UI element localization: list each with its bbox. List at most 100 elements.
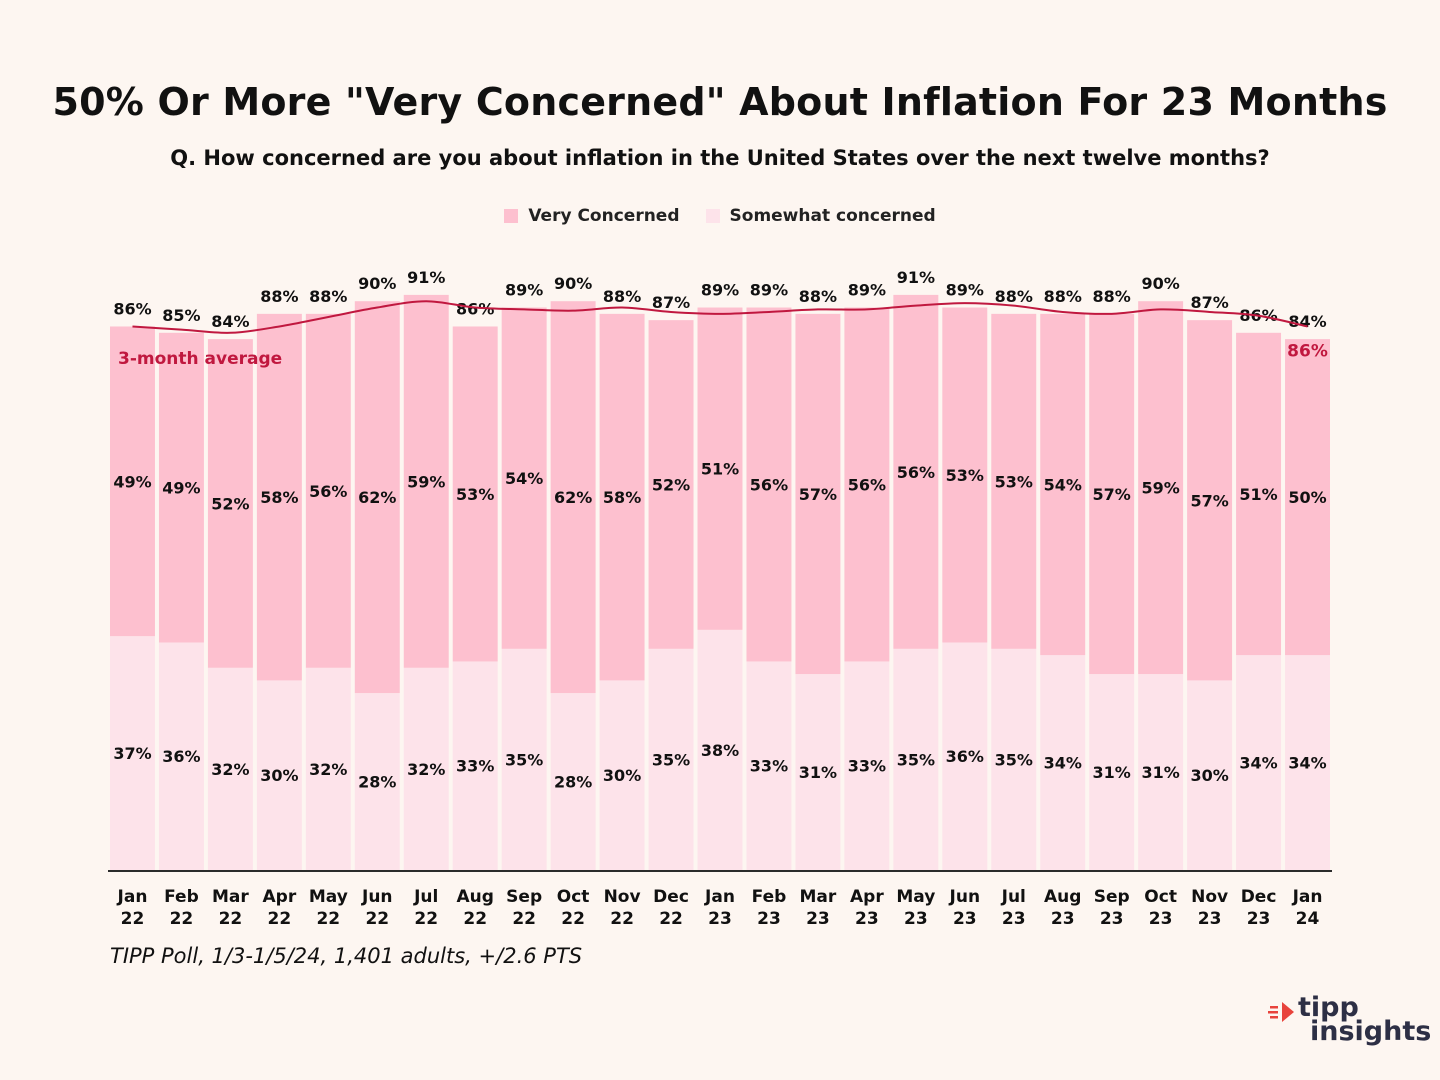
bar-somewhat-concerned (1236, 655, 1282, 870)
data-label-very: 56% (309, 482, 347, 501)
data-label-very: 56% (897, 463, 935, 482)
x-tick-label-year: 23 (904, 909, 928, 929)
data-label-total: 90% (358, 274, 396, 293)
data-label-somewhat: 33% (456, 757, 494, 776)
data-label-total: 91% (407, 268, 445, 287)
x-tick-label-month: Jan (117, 887, 148, 907)
bar-somewhat-concerned (1138, 674, 1184, 870)
data-label-total: 84% (211, 312, 249, 331)
three-month-average-label: 3-month average (118, 349, 282, 369)
x-tick-label-month: Apr (850, 887, 884, 907)
x-tick-label-month: Oct (1144, 887, 1177, 907)
bar-very-concerned (599, 313, 645, 681)
legend-entry-somewhat-concerned: Somewhat concerned (705, 206, 936, 226)
bar-very-concerned (697, 307, 743, 630)
logo-mark-icon (1268, 1002, 1294, 1022)
data-label-very: 57% (1093, 485, 1131, 504)
data-label-somewhat: 30% (1190, 766, 1228, 785)
x-tick-label-year: 23 (953, 909, 977, 929)
data-label-very: 50% (1288, 488, 1326, 507)
chart-title: 50% Or More "Very Concerned" About Infla… (52, 80, 1388, 124)
three-month-average-line (132, 300, 1308, 334)
x-tick-label-month: Dec (1241, 887, 1277, 907)
bar-very-concerned (452, 326, 498, 662)
data-label-very: 57% (1190, 491, 1228, 510)
data-label-somewhat: 34% (1288, 754, 1326, 773)
x-tick-label-year: 22 (414, 909, 438, 929)
bar-somewhat-concerned (1040, 655, 1086, 870)
bar-somewhat-concerned (648, 648, 694, 870)
bar-very-concerned (746, 307, 792, 662)
data-label-total: 88% (1093, 287, 1131, 306)
data-label-total: 89% (701, 281, 739, 300)
legend-entry-very-concerned: Very Concerned (504, 206, 680, 226)
data-label-very: 52% (211, 494, 249, 513)
x-tick-label-month: Nov (604, 887, 641, 907)
x-tick-label-month: Mar (212, 887, 249, 907)
bar-very-concerned (158, 332, 204, 643)
data-label-very: 57% (799, 485, 837, 504)
bar-somewhat-concerned (501, 648, 547, 870)
data-label-very: 51% (701, 460, 739, 479)
x-tick-label-month: Feb (752, 887, 787, 907)
x-tick-label-month: May (896, 887, 935, 907)
legend: Very Concerned Somewhat concerned (0, 206, 1440, 226)
bar-very-concerned (403, 294, 449, 668)
x-tick-label-year: 23 (708, 909, 732, 929)
data-label-very: 51% (1239, 485, 1277, 504)
x-tick-label-year: 23 (806, 909, 830, 929)
data-label-very: 56% (750, 475, 788, 494)
data-label-total: 86% (456, 299, 494, 318)
bar-somewhat-concerned (110, 636, 155, 870)
bar-very-concerned (1138, 301, 1184, 675)
x-tick-label-year: 23 (1051, 909, 1075, 929)
x-tick-label-month: Jul (413, 887, 438, 907)
bar-somewhat-concerned (550, 693, 596, 870)
logo-word-insights: insights (1310, 1016, 1432, 1047)
data-label-very: 62% (554, 488, 592, 507)
data-label-very: 58% (260, 488, 298, 507)
x-tick-label-month: Jan (1292, 887, 1323, 907)
x-tick-label-year: 23 (1247, 909, 1271, 929)
data-label-total: 90% (1141, 274, 1179, 293)
data-label-total: 88% (260, 287, 298, 306)
x-tick-label-month: Feb (164, 887, 199, 907)
bar-very-concerned (207, 339, 253, 668)
bar-somewhat-concerned (1187, 680, 1233, 870)
data-label-total: 88% (995, 287, 1033, 306)
bar-very-concerned (844, 307, 890, 662)
x-tick-label-month: Aug (1044, 887, 1081, 907)
x-tick-label-year: 24 (1296, 909, 1320, 929)
x-tick-label-year: 22 (365, 909, 389, 929)
bar-somewhat-concerned (746, 661, 792, 870)
data-label-total: 88% (799, 287, 837, 306)
x-tick-label-year: 23 (1100, 909, 1124, 929)
bar-somewhat-concerned (1089, 674, 1135, 870)
chart-subtitle: Q. How concerned are you about inflation… (170, 146, 1270, 170)
data-label-somewhat: 38% (701, 741, 739, 760)
x-tick-label-year: 22 (219, 909, 243, 929)
x-tick-label-year: 22 (268, 909, 292, 929)
data-label-somewhat: 31% (1141, 763, 1179, 782)
x-tick-label-year: 22 (561, 909, 585, 929)
stacked-bar-chart: 37%49%86%Jan2236%49%85%Feb2232%52%84%Mar… (108, 268, 1332, 929)
data-label-very: 53% (995, 472, 1033, 491)
x-tick-label-year: 22 (121, 909, 145, 929)
bar-very-concerned (1285, 339, 1330, 656)
bar-somewhat-concerned (697, 629, 743, 870)
data-label-very: 54% (505, 469, 543, 488)
data-label-total: 89% (750, 281, 788, 300)
bar-very-concerned (354, 301, 400, 694)
data-label-total: 84% (1288, 312, 1326, 331)
bar-very-concerned (648, 320, 694, 649)
x-tick-label-month: Jun (361, 887, 393, 907)
x-tick-label-month: Apr (263, 887, 297, 907)
source-note: TIPP Poll, 1/3-1/5/24, 1,401 adults, +/2… (110, 944, 583, 968)
x-tick-label-month: Jun (949, 887, 981, 907)
bar-somewhat-concerned (893, 648, 939, 870)
data-label-somewhat: 32% (407, 760, 445, 779)
bar-very-concerned (942, 307, 988, 643)
data-label-total: 87% (1190, 293, 1228, 312)
data-label-very: 54% (1044, 475, 1082, 494)
logo-word-tipp: tipp (1298, 992, 1359, 1023)
